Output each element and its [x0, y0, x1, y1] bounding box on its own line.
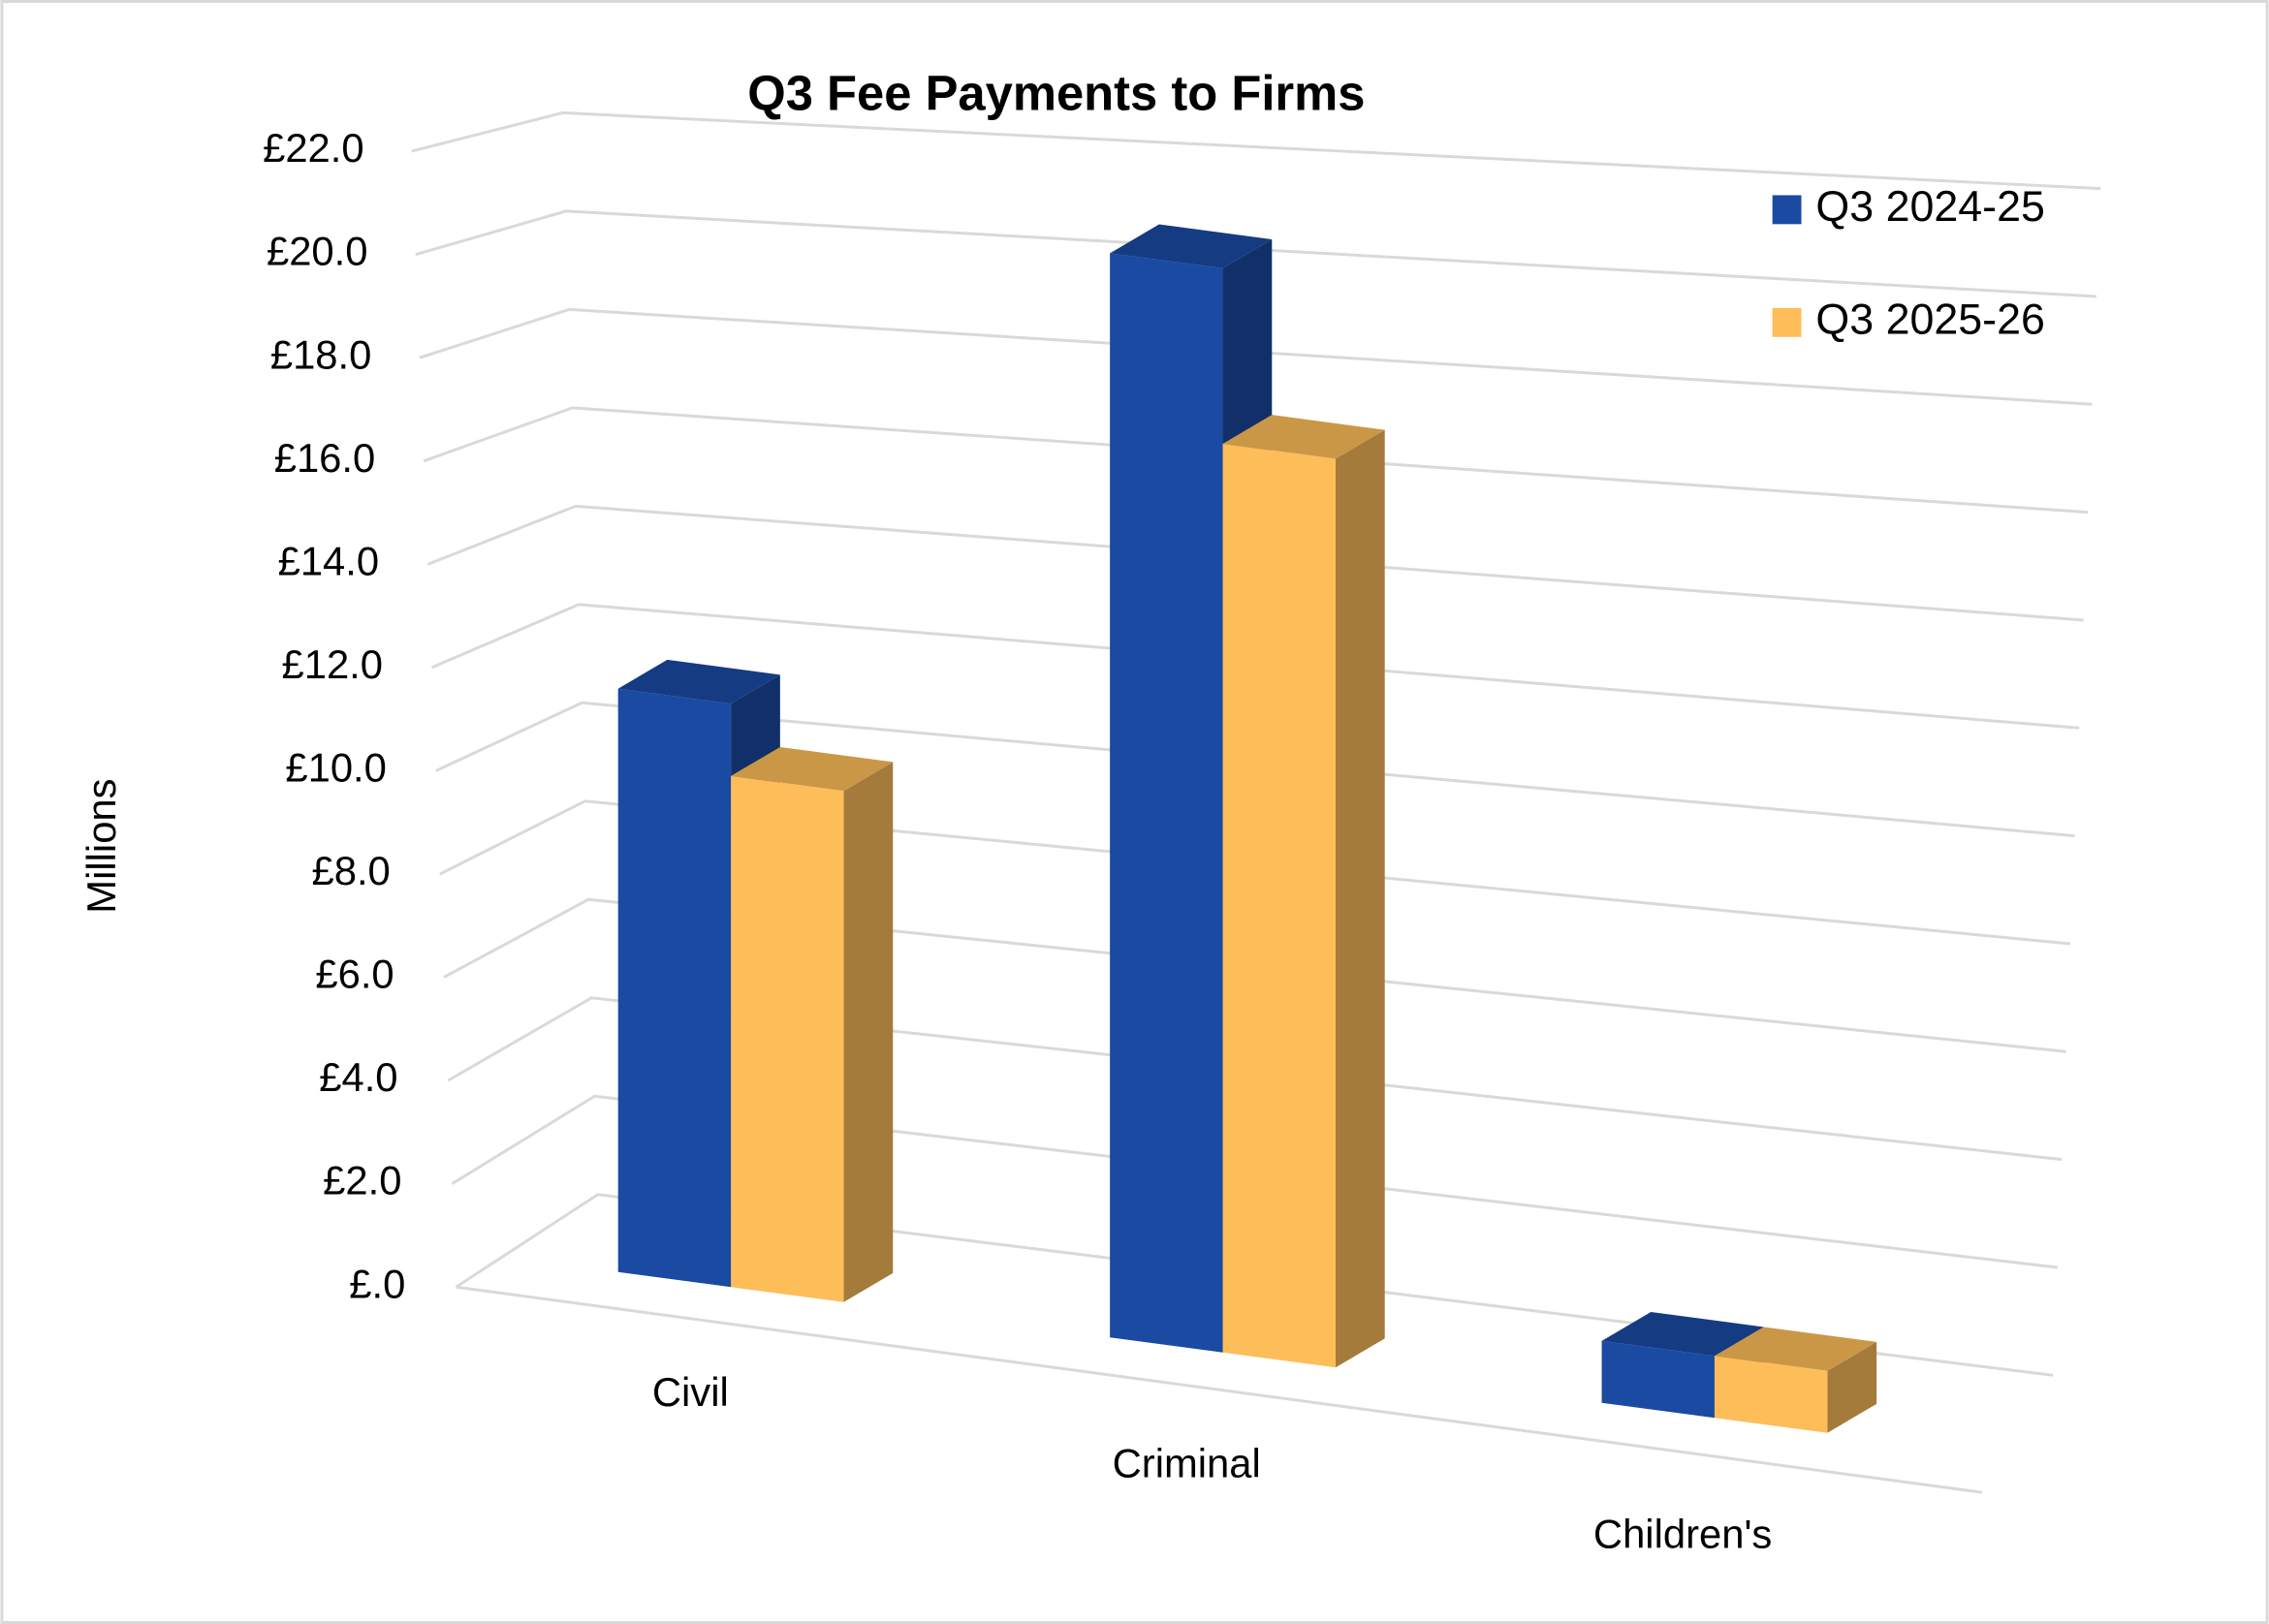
y-tick-label: £14.0 [278, 538, 380, 583]
grid-line [439, 799, 2071, 946]
legend-label: Q3 2024-25 [1815, 182, 2044, 231]
bar-top [1601, 1311, 1764, 1357]
bar-side [843, 762, 894, 1302]
bar-side [1335, 429, 1385, 1368]
grid-line [451, 1094, 2058, 1269]
bar-top [731, 746, 894, 792]
y-tick-label: £10.0 [285, 744, 387, 790]
grid-line [430, 603, 2080, 730]
bar-front [1110, 253, 1223, 1353]
bar [1714, 1327, 1877, 1433]
bar-front [617, 688, 732, 1288]
y-axis-label: Millions [79, 778, 124, 913]
bar [731, 746, 894, 1302]
legend-label: Q3 2025-26 [1815, 296, 2044, 344]
bar-front [1601, 1340, 1715, 1419]
grid-line [415, 209, 2097, 298]
x-tick-label: Children's [1593, 1511, 1772, 1556]
grid-line [447, 996, 2063, 1162]
y-tick-label: £18.0 [270, 331, 372, 377]
x-tick-label: Criminal [1113, 1440, 1261, 1485]
bar-front [731, 775, 844, 1302]
y-tick-label: £16.0 [274, 435, 376, 481]
bar-top [1110, 224, 1273, 268]
grid-line [419, 307, 2093, 406]
x-tick-label: Civil [652, 1369, 729, 1415]
y-tick-label: £6.0 [315, 952, 394, 997]
bar-top [1222, 415, 1385, 459]
chart-title: Q3 Fee Payments to Firms [747, 65, 1365, 120]
y-tick-label: £12.0 [282, 641, 384, 687]
y-tick-label: £2.0 [323, 1158, 401, 1203]
y-tick-label: £20.0 [267, 229, 368, 274]
bar-top [1714, 1327, 1877, 1371]
bar-side [1827, 1341, 1877, 1433]
grid-line [455, 1193, 2054, 1377]
grid-line [423, 406, 2089, 515]
bar [1222, 415, 1385, 1368]
grid-line [426, 504, 2084, 622]
legend-swatch [1772, 307, 1802, 337]
y-tick-label: £4.0 [319, 1054, 397, 1100]
legend-swatch [1772, 195, 1802, 225]
y-tick-label: £.0 [349, 1261, 405, 1306]
bar-top [617, 659, 780, 704]
y-tick-label: £8.0 [311, 848, 390, 893]
grid-line [443, 897, 2066, 1053]
grid-line [411, 110, 2101, 191]
floor-line [456, 1285, 1983, 1494]
bar-front [1222, 444, 1336, 1368]
grid-line [435, 701, 2075, 838]
bar-front [1714, 1356, 1828, 1433]
y-tick-label: £22.0 [263, 125, 364, 171]
